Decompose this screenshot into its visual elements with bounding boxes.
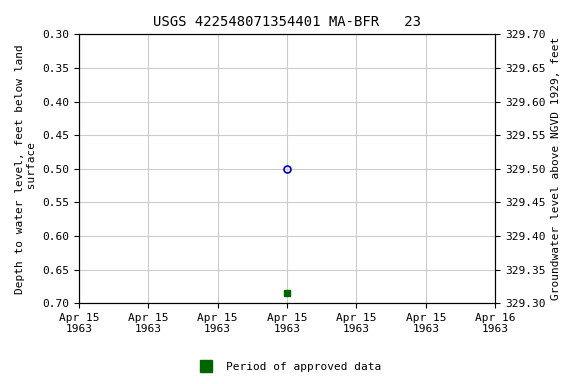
Y-axis label: Groundwater level above NGVD 1929, feet: Groundwater level above NGVD 1929, feet	[551, 37, 561, 300]
Legend: Period of approved data: Period of approved data	[191, 358, 385, 377]
Y-axis label: Depth to water level, feet below land
 surface: Depth to water level, feet below land su…	[15, 44, 37, 294]
Title: USGS 422548071354401 MA-BFR   23: USGS 422548071354401 MA-BFR 23	[153, 15, 421, 29]
